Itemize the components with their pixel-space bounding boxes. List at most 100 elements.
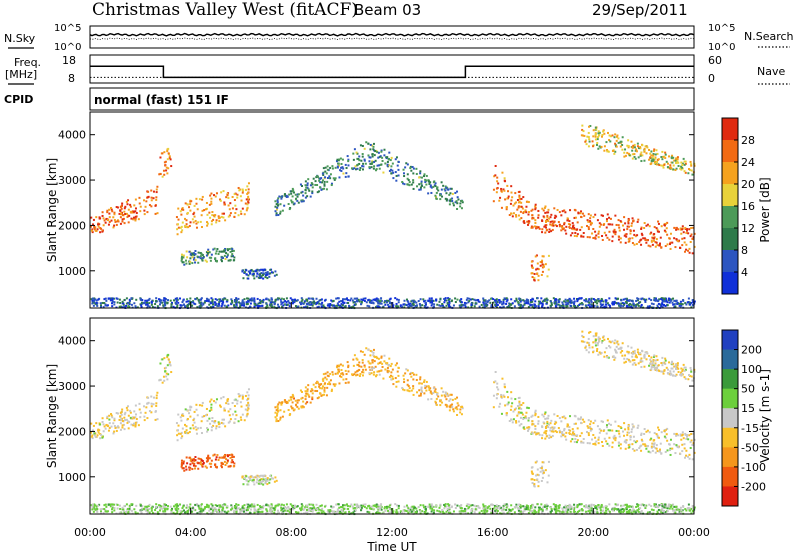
power-cell: [106, 209, 109, 212]
power-cell: [311, 183, 314, 186]
power-cell: [550, 213, 553, 216]
power-cell: [112, 216, 115, 219]
velocity-cell: [267, 504, 270, 507]
power-cell: [571, 301, 574, 304]
power-cell: [565, 232, 568, 235]
velocity-cell: [548, 436, 551, 439]
velocity-cell: [91, 434, 94, 437]
power-cell: [584, 140, 587, 143]
power-cell: [580, 302, 583, 305]
power-cell: [597, 232, 600, 235]
velocity-cell: [527, 426, 530, 429]
power-cell: [589, 217, 592, 220]
velocity-cell: [440, 387, 443, 390]
power-cell: [125, 212, 128, 215]
power-cell: [551, 223, 554, 226]
velocity-cell: [630, 346, 633, 349]
power-cell: [292, 301, 295, 304]
power-cell: [130, 217, 133, 220]
power-cell: [639, 153, 642, 156]
velocity-cell: [605, 347, 608, 350]
power-cell: [130, 297, 133, 300]
velocity-cell: [332, 383, 335, 386]
power-cell: [336, 165, 339, 168]
power-cell: [526, 200, 529, 203]
power-cell: [183, 303, 186, 306]
velocity-cell: [384, 368, 387, 371]
velocity-cell: [131, 417, 134, 420]
power-cell: [181, 221, 184, 224]
power-cell: [247, 297, 250, 300]
power-cell: [420, 180, 423, 183]
power-cell: [180, 259, 183, 262]
power-cell: [514, 192, 517, 195]
velocity-cell: [309, 401, 312, 404]
velocity-cell: [368, 366, 371, 369]
power-cell: [371, 155, 374, 158]
power-cell: [176, 304, 179, 307]
velocity-cell: [558, 506, 561, 509]
power-cell: [531, 217, 534, 220]
velocity-cell: [669, 370, 672, 373]
velocity-cell: [223, 409, 226, 412]
power-cell: [192, 301, 195, 304]
velocity-cell: [185, 429, 188, 432]
freq-right-tick-top: 60: [708, 54, 722, 67]
velocity-cell: [621, 349, 624, 352]
power-cell: [515, 215, 518, 218]
power-cell: [183, 263, 186, 266]
power-cell: [241, 302, 244, 305]
velocity-cell: [576, 439, 579, 442]
power-cell: [520, 217, 523, 220]
power-cell: [269, 304, 272, 307]
power-cell: [215, 221, 218, 224]
power-cell: [253, 302, 256, 305]
velocity-cell: [319, 392, 322, 395]
power-cell: [261, 268, 264, 271]
velocity-cell: [246, 503, 249, 506]
power-cell: [112, 297, 115, 300]
power-cell: [228, 214, 231, 217]
velocity-cell: [432, 387, 435, 390]
power-cell: [305, 186, 308, 189]
velocity-cell: [661, 364, 664, 367]
velocity-cell: [183, 469, 186, 472]
power-cell: [101, 214, 104, 217]
power-cell: [316, 302, 319, 305]
power-cell: [452, 304, 455, 307]
velocity-cell: [241, 475, 244, 478]
velocity-cell: [558, 429, 561, 432]
power-cell: [127, 304, 130, 307]
power-cell: [235, 297, 238, 300]
velocity-cell: [531, 420, 534, 423]
power-cell: [484, 300, 487, 303]
power-cell: [607, 223, 610, 226]
velocity-cell: [503, 395, 506, 398]
power-cell: [448, 305, 451, 308]
power-cell: [659, 242, 662, 245]
velocity-cell: [517, 420, 520, 423]
power-cell: [98, 216, 101, 219]
velocity-cell: [579, 418, 582, 421]
power-cell: [444, 297, 447, 300]
power-cell: [677, 161, 680, 164]
power-cell: [128, 300, 131, 303]
power-cell: [351, 167, 354, 170]
power-cell: [661, 299, 664, 302]
velocity-cell: [119, 415, 122, 418]
velocity-cell: [685, 454, 688, 457]
power-cell: [263, 268, 266, 271]
velocity-cell: [368, 362, 371, 365]
power-cell: [207, 249, 210, 252]
velocity-cell: [109, 503, 112, 506]
power-cell: [541, 228, 544, 231]
power-cell: [554, 224, 557, 227]
velocity-cell: [388, 375, 391, 378]
velocity-cell: [200, 464, 203, 467]
power-cell: [300, 297, 303, 300]
power-cell: [580, 134, 583, 137]
power-cell: [415, 172, 418, 175]
power-cell: [558, 223, 561, 226]
velocity-cell: [132, 424, 135, 427]
velocity-cell: [279, 409, 282, 412]
